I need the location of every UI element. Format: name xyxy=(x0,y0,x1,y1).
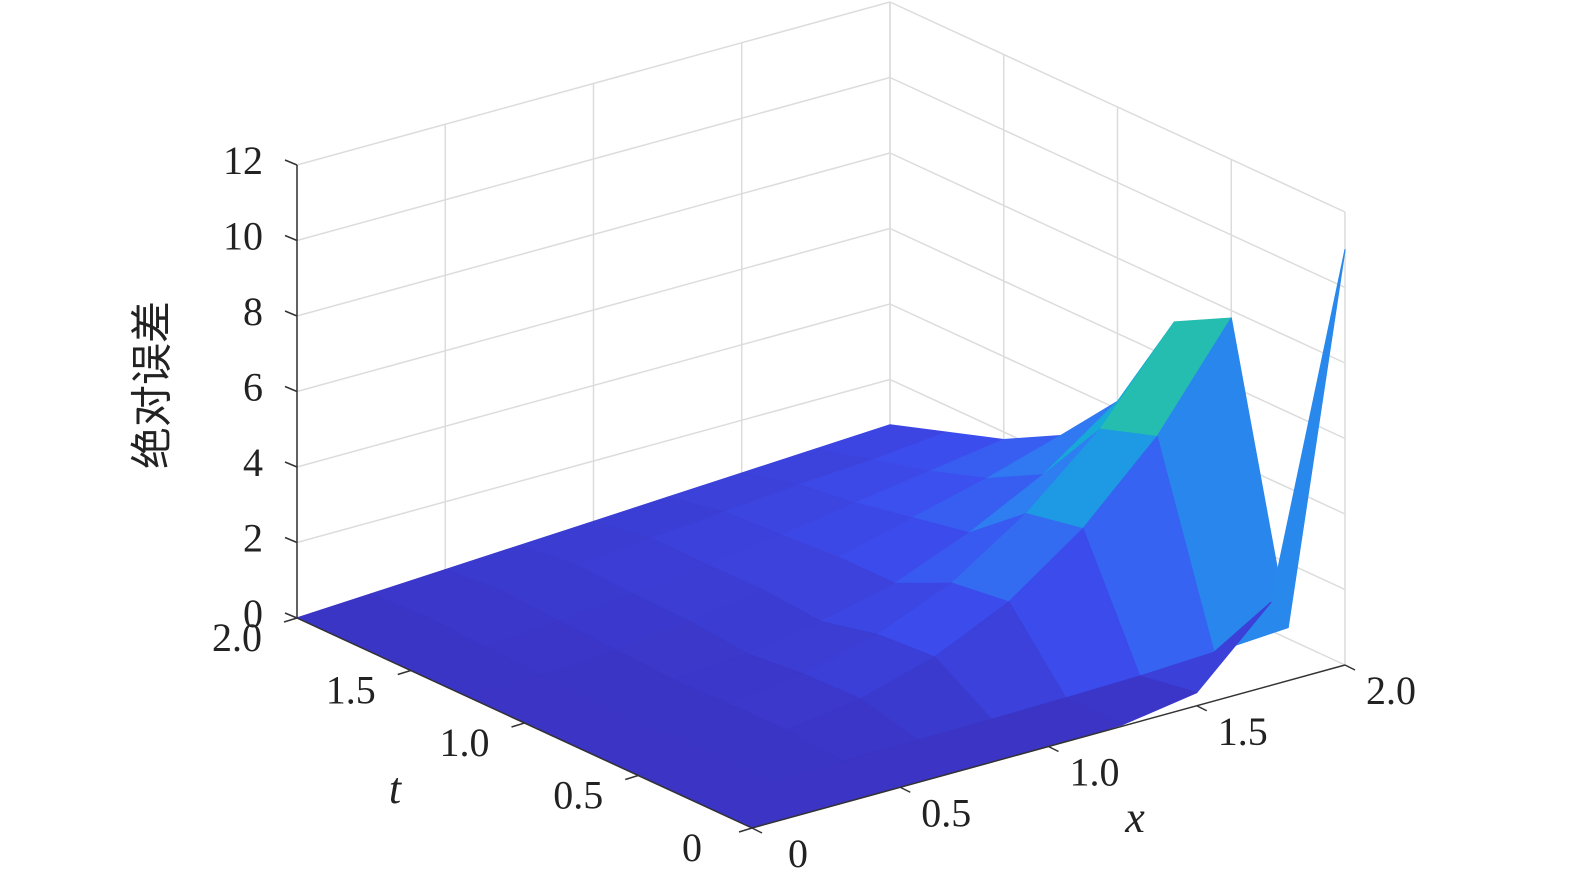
z-tick xyxy=(284,234,298,242)
y-tick xyxy=(511,722,525,728)
z-tick-label: 4 xyxy=(243,440,263,485)
z-tick xyxy=(284,612,298,619)
z-axis-label: 绝对误差 xyxy=(128,301,177,469)
y-tick-label: 0.5 xyxy=(553,773,603,818)
x-tick xyxy=(1048,745,1059,753)
z-tick-label: 6 xyxy=(243,365,263,410)
y-tick xyxy=(625,774,639,781)
x-tick-label: 0 xyxy=(788,831,808,876)
y-tick-label: 2.0 xyxy=(212,615,262,660)
y-tick xyxy=(283,617,298,623)
y-tick xyxy=(397,669,411,676)
z-tick xyxy=(284,536,298,544)
z-tick xyxy=(284,385,298,393)
z-tick-label: 0 xyxy=(243,591,263,636)
y-tick xyxy=(738,827,753,833)
walls xyxy=(296,1,1346,666)
surface xyxy=(296,249,1346,829)
x-axis-label: x xyxy=(1124,793,1145,842)
x-tick-label: 1.0 xyxy=(1070,750,1120,795)
z-tick-label: 12 xyxy=(223,138,263,183)
x-tick-label: 0.5 xyxy=(921,790,971,835)
z-tick xyxy=(284,310,298,317)
z-tick-label: 8 xyxy=(243,289,263,334)
z-tick-label: 2 xyxy=(243,516,263,561)
x-tick xyxy=(1196,705,1208,712)
z-tick xyxy=(284,461,298,468)
y-tick-label: 1.5 xyxy=(326,668,376,713)
y-tick-label: 0 xyxy=(682,825,702,870)
x-tick-label: 1.5 xyxy=(1218,709,1268,754)
x-tick-label: 2.0 xyxy=(1366,668,1416,713)
y-axis-label: t xyxy=(389,764,403,813)
y-tick-label: 1.0 xyxy=(440,720,490,765)
z-tick-label: 10 xyxy=(223,214,263,259)
z-tick xyxy=(284,159,298,166)
x-tick xyxy=(751,827,763,834)
x-tick xyxy=(899,786,911,793)
x-tick xyxy=(1344,664,1356,671)
